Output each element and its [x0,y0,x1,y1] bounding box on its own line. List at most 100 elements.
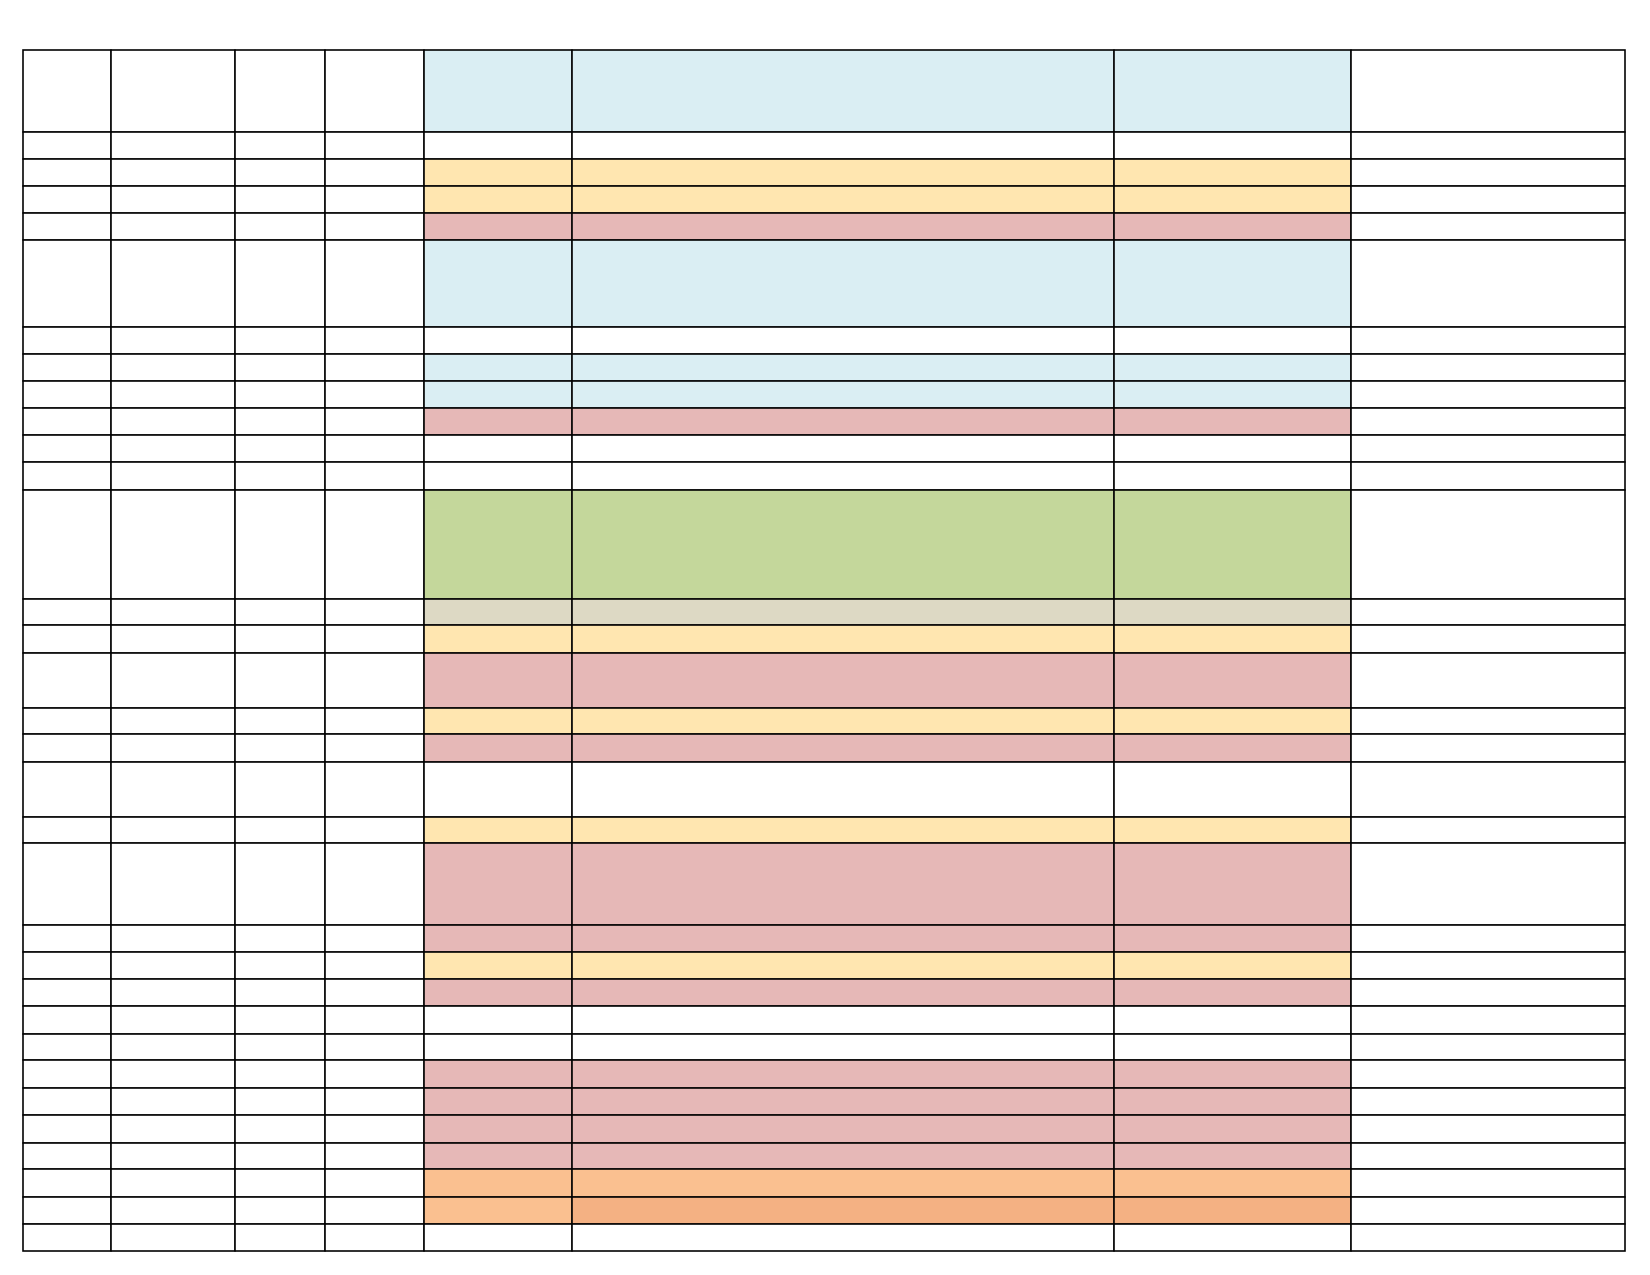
cell[interactable] [110,380,236,409]
cell[interactable] [22,951,112,980]
cell[interactable] [423,353,573,382]
cell[interactable] [234,1059,326,1089]
cell[interactable] [423,1223,573,1252]
cell[interactable] [1350,212,1626,241]
cell[interactable] [571,158,1115,187]
cell[interactable] [234,1005,326,1035]
cell[interactable] [1350,1168,1626,1198]
cell[interactable] [423,978,573,1007]
cell[interactable] [110,924,236,953]
cell[interactable] [22,49,112,133]
cell[interactable] [1350,1033,1626,1061]
cell[interactable] [571,1196,1115,1225]
cell[interactable] [110,185,236,214]
cell[interactable] [571,1223,1115,1252]
cell[interactable] [234,1087,326,1116]
cell[interactable] [1113,212,1352,241]
cell[interactable] [324,49,425,133]
cell[interactable] [110,624,236,654]
cell[interactable] [22,761,112,818]
cell[interactable] [1113,1223,1352,1252]
cell[interactable] [1350,1087,1626,1116]
cell[interactable] [423,380,573,409]
cell[interactable] [22,1033,112,1061]
cell[interactable] [22,707,112,735]
cell[interactable] [110,407,236,436]
cell[interactable] [571,707,1115,735]
cell[interactable] [571,1168,1115,1198]
cell[interactable] [423,652,573,709]
cell[interactable] [423,185,573,214]
cell[interactable] [1113,407,1352,436]
cell[interactable] [234,842,326,926]
cell[interactable] [423,598,573,626]
cell[interactable] [1113,1196,1352,1225]
cell[interactable] [324,461,425,491]
cell[interactable] [234,212,326,241]
cell[interactable] [22,652,112,709]
cell[interactable] [234,489,326,600]
cell[interactable] [234,461,326,491]
cell[interactable] [1113,1059,1352,1089]
cell[interactable] [110,461,236,491]
cell[interactable] [324,598,425,626]
cell[interactable] [1113,185,1352,214]
cell[interactable] [110,49,236,133]
cell[interactable] [110,353,236,382]
cell[interactable] [1113,1033,1352,1061]
cell[interactable] [571,131,1115,160]
cell[interactable] [1113,707,1352,735]
cell[interactable] [571,239,1115,328]
cell[interactable] [234,1168,326,1198]
cell[interactable] [1350,380,1626,409]
cell[interactable] [22,461,112,491]
cell[interactable] [1350,1223,1626,1252]
cell[interactable] [571,978,1115,1007]
cell[interactable] [234,1223,326,1252]
cell[interactable] [110,131,236,160]
cell[interactable] [234,1114,326,1144]
cell[interactable] [1350,652,1626,709]
cell[interactable] [110,1114,236,1144]
cell[interactable] [110,761,236,818]
cell[interactable] [571,461,1115,491]
cell[interactable] [1113,842,1352,926]
cell[interactable] [1113,131,1352,160]
cell[interactable] [1350,842,1626,926]
cell[interactable] [1350,489,1626,600]
cell[interactable] [234,707,326,735]
cell[interactable] [22,1005,112,1035]
cell[interactable] [22,489,112,600]
cell[interactable] [234,185,326,214]
cell[interactable] [571,624,1115,654]
cell[interactable] [22,1087,112,1116]
cell[interactable] [324,1005,425,1035]
cell[interactable] [1350,49,1626,133]
cell[interactable] [324,489,425,600]
cell[interactable] [1113,951,1352,980]
cell[interactable] [1350,598,1626,626]
cell[interactable] [1350,924,1626,953]
cell[interactable] [571,816,1115,844]
cell[interactable] [234,353,326,382]
cell[interactable] [1350,816,1626,844]
cell[interactable] [1113,761,1352,818]
cell[interactable] [324,733,425,763]
cell[interactable] [22,185,112,214]
cell[interactable] [324,707,425,735]
cell[interactable] [234,951,326,980]
cell[interactable] [1350,353,1626,382]
cell[interactable] [22,1142,112,1170]
cell[interactable] [234,326,326,355]
cell[interactable] [1113,598,1352,626]
cell[interactable] [571,733,1115,763]
cell[interactable] [423,1142,573,1170]
cell[interactable] [571,353,1115,382]
cell[interactable] [110,951,236,980]
cell[interactable] [423,1114,573,1144]
cell[interactable] [324,185,425,214]
cell[interactable] [423,49,573,133]
cell[interactable] [110,816,236,844]
cell[interactable] [423,761,573,818]
cell[interactable] [1350,326,1626,355]
